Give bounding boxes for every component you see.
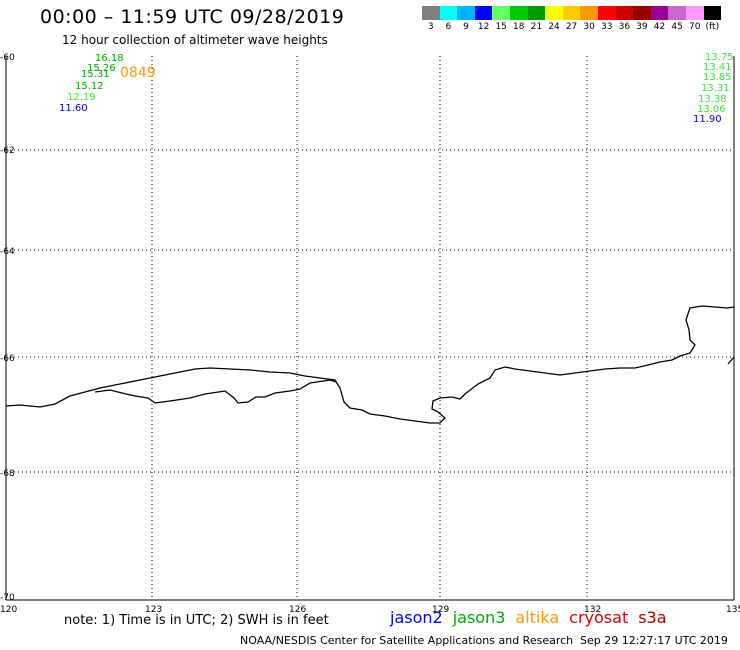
swh-value: 13.31: [701, 83, 730, 94]
credit-line: NOAA/NESDIS Center for Satellite Applica…: [240, 634, 574, 647]
lon-label: 126: [289, 605, 306, 615]
scale-swatch: [633, 6, 651, 20]
left-swh-track: 16.18 15.26 15.31 15.12 12.19 11.60 0849: [59, 53, 156, 114]
longitude-labels: 120 123 126 129 132 135: [0, 605, 740, 615]
lon-label: 120: [0, 605, 17, 615]
scale-label: 27: [565, 22, 578, 32]
satellite-cryosat: cryosat: [569, 608, 629, 627]
scale-label: 18: [513, 22, 525, 32]
lat-label: -64: [0, 247, 15, 257]
swh-value: 11.60: [59, 103, 88, 114]
scale-label: 15: [495, 22, 507, 32]
scale-label: 45: [671, 22, 683, 32]
scale-swatch: [492, 6, 510, 20]
generation-timestamp: Sep 29 12:27:17 UTC 2019: [580, 634, 728, 647]
scale-swatch: [422, 6, 440, 20]
scale-label: 36: [618, 22, 631, 32]
scale-label: 30: [583, 22, 595, 32]
swh-value: 13.85: [703, 72, 732, 83]
coastline-east-edge: [727, 356, 735, 365]
scale-swatch: [439, 6, 458, 20]
scale-label: 9: [463, 22, 469, 32]
lat-label: -66: [0, 354, 15, 364]
chart-subtitle: 12 hour collection of altimeter wave hei…: [62, 33, 328, 47]
footnote: note: 1) Time is in UTC; 2) SWH is in fe…: [64, 613, 329, 628]
scale-swatch: [615, 6, 634, 20]
scale-swatch: [597, 6, 616, 20]
scale-label: 3: [427, 22, 434, 32]
lon-label: 123: [145, 605, 162, 615]
map-grid: [6, 56, 734, 600]
scale-swatch: [545, 6, 563, 20]
scale-label: 42: [653, 22, 666, 32]
pass-time-label: 0849: [120, 65, 156, 81]
lon-label: 129: [432, 605, 449, 615]
scale-swatch: [668, 6, 686, 20]
lat-label: -62: [0, 146, 15, 156]
ice-shelf-outline: [94, 379, 337, 404]
swh-value: 12.19: [67, 92, 96, 103]
antarctic-coastline: [5, 305, 735, 424]
swh-value: 13.38: [698, 94, 727, 105]
swh-value: 16.18: [95, 53, 124, 64]
lat-label: -68: [0, 469, 15, 479]
scale-swatch: [474, 6, 493, 20]
satellite-altika: altika: [515, 608, 560, 627]
swh-value: 11.90: [693, 114, 722, 125]
swh-value: 13.41: [703, 62, 732, 73]
swh-value: 15.31: [81, 69, 110, 80]
scale-label: 24: [548, 22, 560, 32]
scale-label: (ft): [705, 22, 720, 32]
lat-label: -70: [0, 593, 15, 603]
satellite-jason3: jason3: [452, 608, 506, 627]
right-swh-track: 13.75 13.41 13.85 13.31 13.38 13.06 11.9…: [693, 52, 734, 125]
scale-swatch: [685, 6, 704, 20]
swh-value: 15.26: [87, 63, 116, 74]
scale-label: 6: [445, 22, 452, 32]
scale-label: 21: [530, 22, 543, 32]
satellite-legend: jason2 jason3 altika cryosat s3a: [390, 608, 667, 627]
scale-swatch: [457, 6, 475, 20]
wave-height-scale-labels: 3 6 9 12 15 18 21 24 27 30 33 36 39 42 45 70 (ft): [422, 22, 721, 32]
lon-label: 135: [726, 605, 740, 615]
scale-label: 12: [477, 22, 490, 32]
lon-label: 132: [584, 605, 601, 615]
scale-swatch: [562, 6, 581, 20]
scale-swatch: [527, 6, 546, 20]
swh-value: 15.12: [75, 81, 104, 92]
scale-label: 33: [601, 22, 613, 32]
map-frame: [5, 56, 735, 601]
swh-value: 13.06: [697, 104, 726, 115]
wave-height-color-scale: [422, 6, 722, 20]
chart-title: 00:00 – 11:59 UTC 09/28/2019: [40, 6, 345, 28]
scale-swatch: [509, 6, 528, 20]
swh-value: 13.75: [705, 52, 734, 63]
satellite-s3a: s3a: [638, 608, 667, 627]
scale-label: 39: [636, 22, 648, 32]
latitude-labels: -60 -62 -64 -66 -68 -70: [0, 53, 15, 603]
lat-label: -60: [0, 53, 15, 63]
scale-swatch: [650, 6, 669, 20]
scale-swatch: [703, 6, 722, 20]
scale-swatch: [580, 6, 598, 20]
scale-label: 70: [688, 22, 701, 32]
satellite-jason2: jason2: [390, 608, 443, 627]
